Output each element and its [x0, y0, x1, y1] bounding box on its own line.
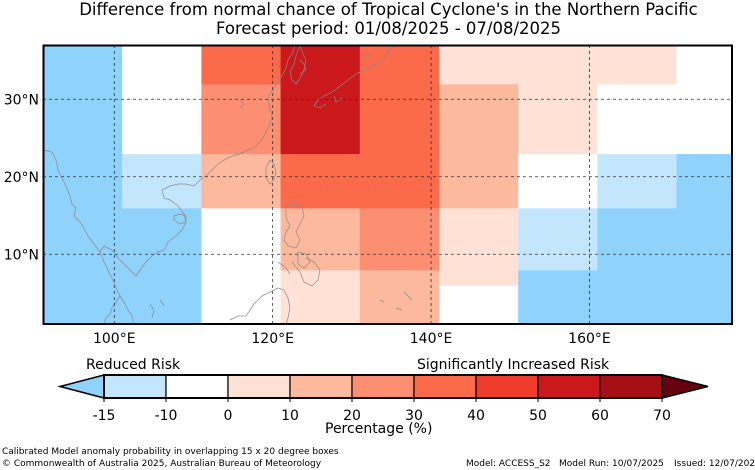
colorbar-bin [165, 374, 229, 399]
longitude-labels: 100°E 120°E 140°E 160°E [93, 331, 611, 347]
coastline-philippines [277, 203, 321, 287]
colorbar-tick-label: 20 [343, 408, 361, 424]
colorbar-tick-label: 10 [281, 408, 299, 424]
forecast-period-subtitle: Forecast period: 01/08/2025 - 07/08/2025 [215, 19, 562, 38]
footnote-model-run: Model Run: 10/07/2025 [559, 459, 664, 469]
colorbar-tick-label: 50 [529, 408, 547, 424]
colorbar-bin [413, 374, 477, 399]
coastline-borneo [229, 287, 291, 324]
anomaly-cell [359, 207, 440, 271]
longitude-label: 120°E [251, 331, 294, 347]
anomaly-cell [438, 45, 519, 85]
anomaly-cell [359, 269, 440, 324]
colorbar-tick-label: -10 [155, 408, 178, 424]
colorbar-bin [289, 374, 353, 399]
anomaly-cell [518, 45, 598, 85]
colorbar-extend-high [661, 374, 709, 399]
anomaly-cell [597, 153, 678, 209]
anomaly-cell [597, 207, 678, 324]
colorbar-bin [599, 374, 663, 399]
colorbar-tick-label: 70 [653, 408, 671, 424]
footnote-method: Calibrated Model anomaly probability in … [2, 447, 339, 457]
colorbar-outline [103, 374, 663, 399]
colorbar-bin [537, 374, 601, 399]
anomaly-cell [438, 285, 519, 324]
latitude-label: 10°N [4, 247, 39, 263]
latitude-label: 30°N [4, 92, 39, 108]
longitude-label: 160°E [568, 331, 611, 347]
anomaly-cell [518, 207, 598, 271]
anomaly-cell [43, 45, 123, 324]
anomaly-cell [438, 83, 519, 209]
anomaly-cell [280, 207, 361, 271]
colorbar-bin [103, 374, 167, 399]
anomaly-cell [597, 83, 678, 155]
footnote-copyright: © Commonwealth of Australia 2025, Austra… [2, 459, 322, 469]
latitude-labels: 30°N 20°N 10°N [4, 92, 39, 263]
anomaly-cell [280, 153, 361, 209]
anomaly-cell [518, 153, 598, 209]
anomaly-cell [518, 83, 598, 155]
longitude-label: 140°E [410, 331, 453, 347]
colorbar-bin [227, 374, 291, 399]
coastline-hainan [173, 213, 187, 225]
graticule [43, 45, 732, 324]
reduced-risk-label: Reduced Risk [86, 357, 181, 373]
anomaly-cell [676, 153, 732, 324]
increased-risk-label: Significantly Increased Risk [417, 357, 610, 373]
anomaly-cell [201, 45, 282, 85]
colorbar-axis-label: Percentage (%) [325, 421, 433, 437]
coastline-islands [149, 291, 413, 319]
anomaly-cell [201, 207, 282, 324]
anomaly-cell [438, 207, 519, 286]
footnote-model: Model: ACCESS_S2 [466, 459, 551, 469]
anomaly-cell [122, 153, 202, 209]
anomaly-cell [122, 207, 202, 324]
footnote-issued: Issued: 12/07/2025 [674, 459, 755, 469]
latitude-label: 20°N [4, 170, 39, 186]
anomaly-cell [201, 83, 282, 155]
coastline-korea [289, 45, 307, 85]
map-frame [42, 44, 733, 325]
anomaly-grid [43, 45, 732, 324]
colorbar-tick-label: -15 [93, 408, 116, 424]
anomaly-cell [518, 269, 598, 324]
colorbar-tick-labels: -15 -10 0 10 20 30 40 50 60 70 [93, 398, 671, 424]
colorbar-bin [475, 374, 539, 399]
colorbar-tick-label: 60 [591, 408, 609, 424]
colorbar-tick-label: 30 [405, 408, 423, 424]
colorbar-bin [351, 374, 415, 399]
coastline-taiwan [265, 159, 277, 185]
coastline-asia-mainland [43, 45, 307, 324]
colorbar-tick-label: 40 [467, 408, 485, 424]
colorbar-extend-low [57, 374, 105, 399]
coastline-japan [313, 45, 395, 109]
anomaly-cell [280, 269, 361, 324]
colorbar [57, 374, 709, 399]
colorbar-tick-label: 0 [224, 408, 233, 424]
map-title: Difference from normal chance of Tropica… [79, 0, 698, 19]
longitude-label: 100°E [93, 331, 136, 347]
anomaly-cell [359, 45, 440, 209]
anomaly-cell [597, 45, 678, 85]
coastlines [43, 45, 413, 324]
